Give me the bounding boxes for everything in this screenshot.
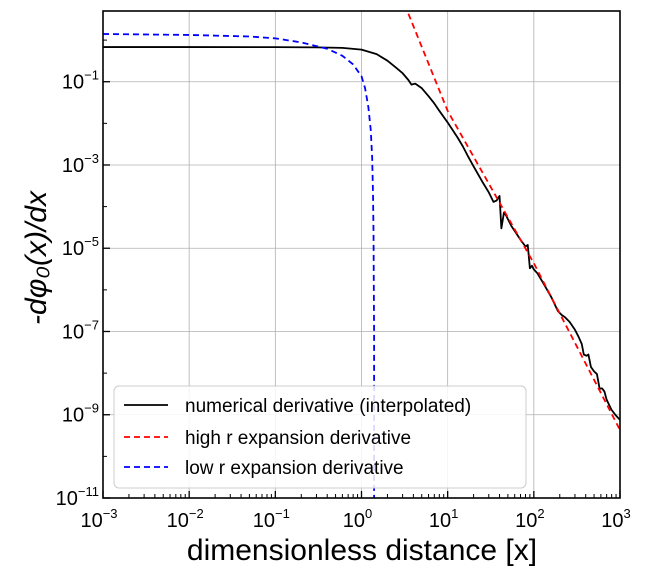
x-tick-label: 101 [429, 506, 458, 532]
major-ticks [102, 81, 621, 499]
y-tick-label: 10−1 [62, 68, 99, 94]
legend-label-high-r: high r expansion derivative [185, 428, 411, 449]
x-tick-label: 103 [601, 506, 630, 532]
x-tick-label: 10−3 [80, 506, 117, 532]
x-tick-label: 100 [343, 506, 372, 532]
grid [102, 11, 621, 498]
y-tick-label: 10−5 [62, 234, 99, 260]
legend-label-low-r: low r expansion derivative [185, 458, 404, 479]
x-tick-labels: 10−3 10−2 10−1 100 101 102 103 [80, 506, 630, 532]
high-r-expansion-line [407, 13, 620, 431]
legend-label-numerical: numerical derivative (interpolated) [185, 396, 471, 417]
y-tick-labels: 10−11 10−9 10−7 10−5 10−3 10−1 [56, 68, 99, 510]
x-axis-label: dimensionless distance [x] [187, 534, 537, 567]
legend: numerical derivative (interpolated) high… [113, 385, 527, 489]
legend-box [113, 385, 527, 489]
x-tick-label: 10−1 [253, 506, 290, 532]
y-axis-label: -dφ₀(x)/dx [20, 190, 53, 325]
numerical-derivative-line [103, 46, 620, 421]
x-tick-label: 102 [515, 506, 544, 532]
y-tick-label: 10−11 [56, 484, 99, 510]
series-group [103, 13, 620, 498]
y-tick-label: 10−3 [62, 151, 99, 177]
y-tick-label: 10−7 [62, 317, 99, 343]
y-tick-label: 10−9 [62, 401, 99, 427]
x-tick-label: 10−2 [167, 506, 204, 532]
